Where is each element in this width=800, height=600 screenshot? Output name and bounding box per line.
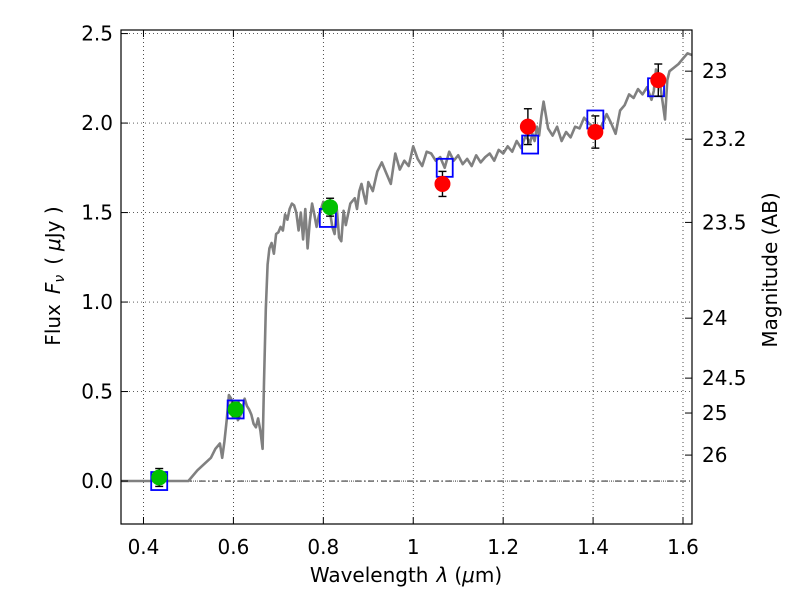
y-tick-label: 2.5: [81, 22, 113, 46]
magnitude-tick-label: 25: [702, 401, 727, 425]
x-tick-label: 1.4: [577, 535, 609, 559]
y-tick-label: 2.0: [81, 111, 113, 135]
magnitude-tick-label: 23: [702, 59, 727, 83]
x-tick-label: 0.4: [128, 535, 160, 559]
marker-layer: [150, 63, 667, 491]
observed-near-infrared-point: [434, 175, 451, 192]
x-axis-ticks: 0.4 0.6 0.8 1 1.2 1.4 1.6: [128, 30, 699, 559]
observed-optical-point: [322, 199, 339, 216]
x-axis-unit-mu: μ: [461, 563, 475, 587]
magnitude-axis-ticks: 23 23.2 23.5 24 24.5 25 26: [685, 59, 747, 467]
x-axis-unit-open: (: [454, 563, 462, 587]
observed-optical-point: [227, 401, 244, 418]
model-photometry-square: [521, 134, 540, 155]
x-tick-label: 0.8: [307, 535, 339, 559]
x-axis-unit-rest: m): [475, 563, 502, 587]
y-axis-title: Flux Fν ( μJy ): [41, 206, 68, 345]
plot-frame: [120, 29, 693, 525]
y-axis-unit-rest: Jy ): [41, 206, 65, 240]
y-axis-symbol: F: [41, 282, 65, 294]
y-axis-label-text: Flux: [41, 304, 65, 346]
x-tick-label: 1.2: [487, 535, 519, 559]
magnitude-tick-label: 24.5: [702, 366, 747, 390]
magnitude-tick-label: 23.5: [702, 210, 747, 234]
y-axis-symbol-subscript: ν: [52, 275, 68, 283]
x-tick-label: 0.6: [217, 535, 249, 559]
y-tick-label: 0.0: [81, 469, 113, 493]
x-axis-symbol: λ: [435, 563, 448, 587]
observed-near-infrared-point: [587, 124, 604, 141]
observed-near-infrared-point: [650, 72, 667, 89]
y-tick-label: 1.5: [81, 201, 113, 225]
x-tick-label: 1: [407, 535, 420, 559]
magnitude-tick-label: 23.2: [702, 127, 747, 151]
y-axis-unit-mu: μ: [41, 238, 65, 252]
observed-near-infrared-point: [519, 118, 536, 135]
magnitude-tick-label: 24: [702, 306, 727, 330]
x-tick-label: 1.6: [667, 535, 699, 559]
observed-optical-point: [151, 469, 168, 486]
x-axis-title: Wavelength λ (μm): [310, 563, 502, 587]
y-axis-ticks: 0.0 0.5 1.0 1.5 2.0 2.5: [81, 22, 128, 493]
y-tick-label: 1.0: [81, 290, 113, 314]
magnitude-tick-label: 26: [702, 443, 727, 467]
magnitude-axis-title: Magnitude (AB): [758, 192, 782, 347]
y-axis-unit-open: (: [41, 257, 65, 265]
x-axis-label-text: Wavelength: [310, 563, 429, 587]
y-tick-label: 0.5: [81, 380, 113, 404]
